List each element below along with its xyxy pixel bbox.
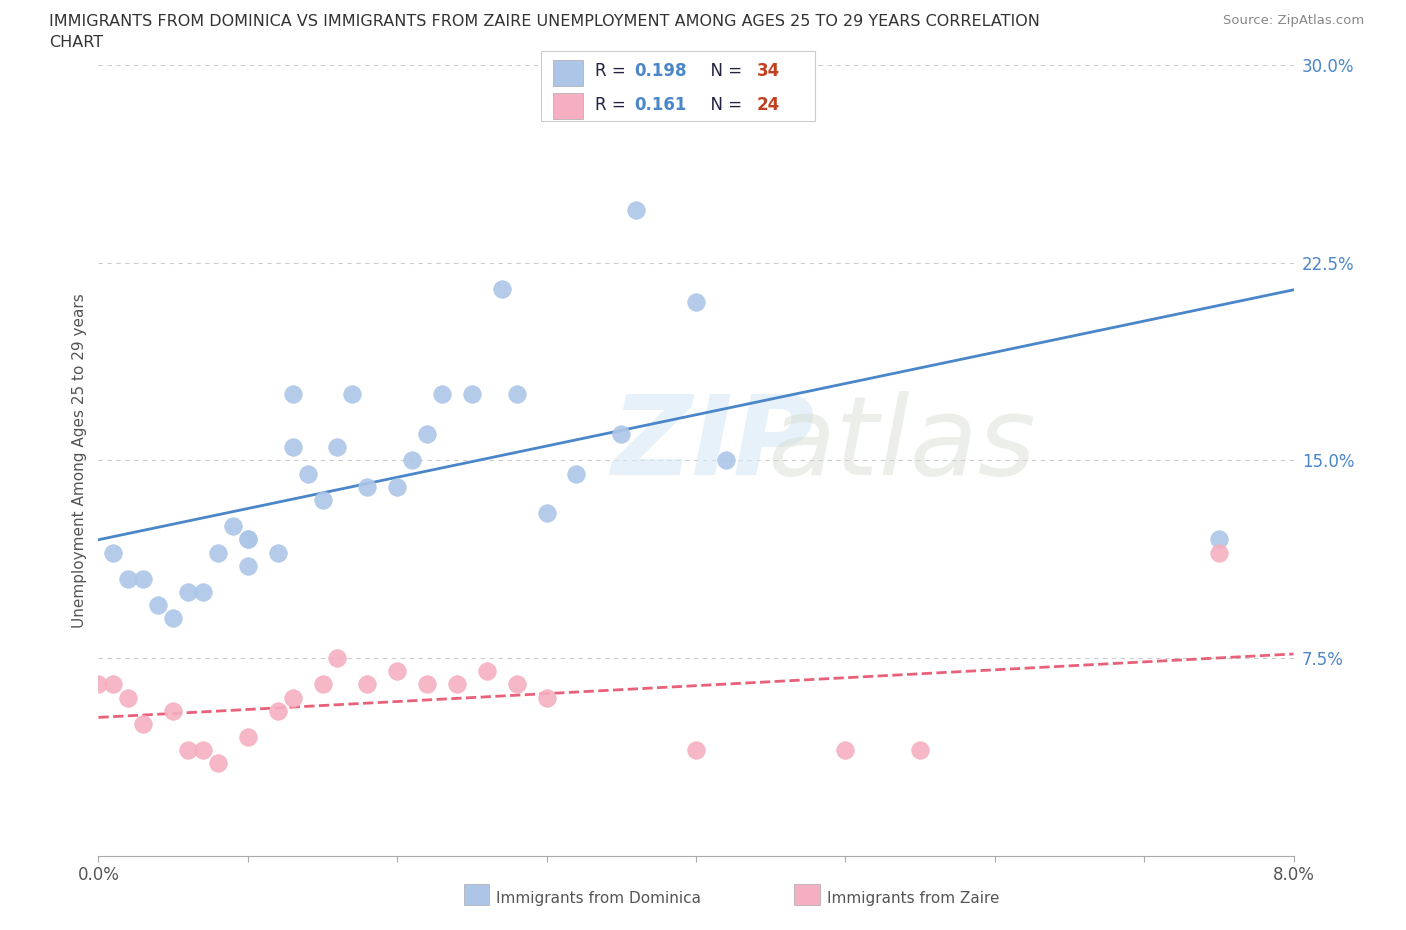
Point xyxy=(236,532,259,547)
Point xyxy=(281,440,304,455)
Point xyxy=(834,743,856,758)
Text: 24: 24 xyxy=(756,96,780,113)
Point xyxy=(177,585,200,600)
Point xyxy=(191,743,214,758)
Text: 34: 34 xyxy=(756,62,780,80)
Point xyxy=(207,756,229,771)
Point xyxy=(281,690,304,705)
Point xyxy=(236,558,259,573)
Point xyxy=(1208,545,1230,560)
Point xyxy=(536,690,558,705)
Point xyxy=(536,506,558,521)
Point xyxy=(506,677,529,692)
Text: atlas: atlas xyxy=(768,391,1036,498)
Point xyxy=(326,440,349,455)
Point xyxy=(132,716,155,731)
Text: IMMIGRANTS FROM DOMINICA VS IMMIGRANTS FROM ZAIRE UNEMPLOYMENT AMONG AGES 25 TO : IMMIGRANTS FROM DOMINICA VS IMMIGRANTS F… xyxy=(49,14,1040,29)
Text: Source: ZipAtlas.com: Source: ZipAtlas.com xyxy=(1223,14,1364,27)
Point xyxy=(685,295,707,310)
Point xyxy=(103,677,125,692)
Point xyxy=(297,466,319,481)
Point xyxy=(461,387,484,402)
Point xyxy=(401,453,423,468)
Point xyxy=(416,677,439,692)
Point xyxy=(908,743,931,758)
Point xyxy=(326,651,349,666)
Point xyxy=(177,743,200,758)
Point xyxy=(162,611,184,626)
Point xyxy=(685,743,707,758)
Point xyxy=(281,387,304,402)
Y-axis label: Unemployment Among Ages 25 to 29 years: Unemployment Among Ages 25 to 29 years xyxy=(72,293,87,628)
Point xyxy=(117,571,139,587)
Point xyxy=(356,479,378,494)
Point xyxy=(714,453,737,468)
Text: N =: N = xyxy=(700,96,748,113)
Point xyxy=(103,545,125,560)
Point xyxy=(342,387,364,402)
Text: Immigrants from Zaire: Immigrants from Zaire xyxy=(827,891,1000,906)
Point xyxy=(1208,532,1230,547)
Text: N =: N = xyxy=(700,62,748,80)
Point xyxy=(446,677,468,692)
Point xyxy=(385,479,409,494)
Point xyxy=(87,677,110,692)
Text: CHART: CHART xyxy=(49,35,103,50)
Point xyxy=(356,677,378,692)
Point xyxy=(132,571,155,587)
Point xyxy=(506,387,529,402)
Text: R =: R = xyxy=(595,96,631,113)
Point xyxy=(267,545,290,560)
Point xyxy=(430,387,453,402)
Point xyxy=(162,703,184,718)
Point xyxy=(610,427,633,442)
Point xyxy=(565,466,588,481)
Text: Immigrants from Dominica: Immigrants from Dominica xyxy=(496,891,702,906)
Point xyxy=(311,677,333,692)
Point xyxy=(626,203,648,218)
Point xyxy=(222,519,245,534)
Point xyxy=(236,729,259,744)
Point xyxy=(311,493,333,508)
Point xyxy=(191,585,214,600)
Point xyxy=(236,532,259,547)
Point xyxy=(148,598,170,613)
Point xyxy=(416,427,439,442)
Text: R =: R = xyxy=(595,62,631,80)
Point xyxy=(207,545,229,560)
Point xyxy=(267,703,290,718)
Text: 0.161: 0.161 xyxy=(634,96,686,113)
Text: ZIP: ZIP xyxy=(613,391,815,498)
Point xyxy=(117,690,139,705)
Point xyxy=(385,664,409,679)
Point xyxy=(491,282,513,297)
Text: 0.198: 0.198 xyxy=(634,62,686,80)
Point xyxy=(475,664,498,679)
